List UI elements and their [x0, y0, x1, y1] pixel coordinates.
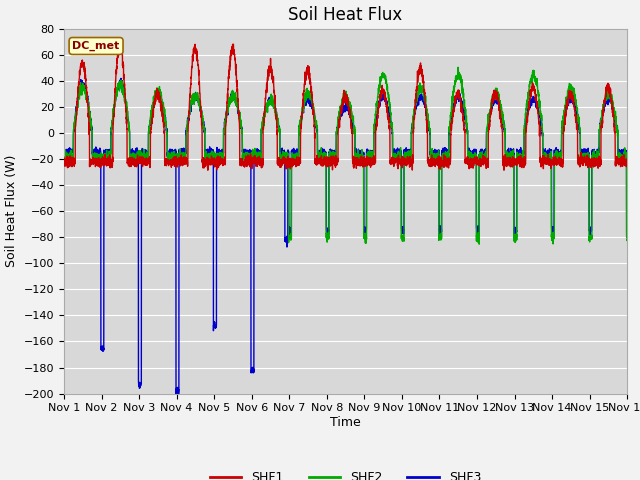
SHF2 — [161, 115, 169, 121]
X-axis label: Time: Time — [330, 416, 361, 429]
Legend: SHF1, SHF2, SHF3: SHF1, SHF2, SHF3 — [205, 467, 486, 480]
SHF3 — [623, 226, 631, 232]
SHF2 — [324, 235, 332, 240]
SHF1 — [325, 158, 333, 164]
SHF3 — [60, 151, 68, 156]
SHF1 — [504, 156, 512, 162]
Line: SHF1: SHF1 — [64, 42, 627, 170]
SHF3 — [441, 150, 449, 156]
SHF3 — [504, 146, 512, 152]
SHF3 — [325, 228, 333, 234]
SHF3 — [472, 149, 480, 155]
SHF2 — [472, 154, 480, 159]
SHF1 — [60, 155, 68, 160]
SHF3 — [117, 75, 125, 81]
Line: SHF3: SHF3 — [64, 78, 627, 396]
Text: DC_met: DC_met — [72, 41, 120, 51]
SHF3 — [175, 393, 182, 398]
SHF2 — [476, 241, 483, 247]
SHF2 — [454, 64, 462, 70]
SHF1 — [500, 168, 508, 173]
SHF2 — [623, 234, 630, 240]
SHF2 — [623, 237, 631, 242]
SHF2 — [504, 156, 512, 161]
SHF1 — [472, 155, 480, 160]
SHF1 — [623, 159, 630, 165]
Title: Soil Heat Flux: Soil Heat Flux — [289, 6, 403, 24]
SHF1 — [161, 159, 169, 165]
SHF2 — [441, 155, 449, 160]
SHF2 — [60, 155, 68, 160]
SHF3 — [623, 230, 630, 236]
Y-axis label: Soil Heat Flux (W): Soil Heat Flux (W) — [5, 155, 18, 267]
SHF1 — [116, 39, 124, 45]
Line: SHF2: SHF2 — [64, 67, 627, 244]
SHF1 — [441, 156, 449, 162]
SHF1 — [623, 156, 631, 162]
SHF3 — [161, 119, 169, 125]
